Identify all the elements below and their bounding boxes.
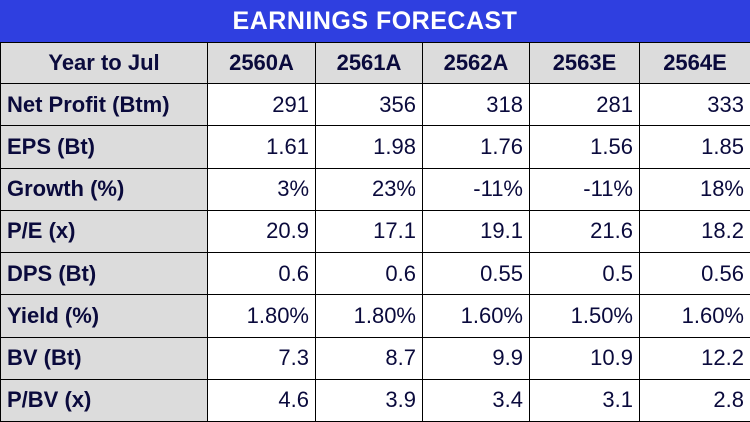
table-cell: 1.50%: [529, 294, 640, 338]
table-cell: -11%: [422, 167, 530, 211]
table-cell: 4.6: [207, 378, 316, 422]
table-cell: -11%: [529, 167, 640, 211]
table-cell: 3%: [207, 167, 316, 211]
table-cell: 23%: [315, 167, 423, 211]
table-cell: 1.98: [315, 125, 423, 169]
table-cell: 1.60%: [639, 294, 750, 338]
column-header: 2560A: [207, 42, 316, 84]
table-cell: 9.9: [422, 336, 530, 380]
table-cell: 0.56: [639, 251, 750, 296]
table-cell: 2.8: [639, 378, 750, 422]
table-cell: 333: [639, 82, 750, 127]
table-row: BV (Bt) 7.3 8.7 9.9 10.9 12.2: [0, 336, 750, 380]
table-row: P/BV (x) 4.6 3.9 3.4 3.1 2.8: [0, 378, 750, 422]
table-cell: 21.6: [529, 209, 640, 254]
table-cell: 1.61: [207, 125, 316, 169]
table-cell: 0.6: [315, 251, 423, 296]
row-label: EPS (Bt): [0, 125, 208, 169]
row-label: BV (Bt): [0, 336, 208, 380]
table-cell: 281: [529, 82, 640, 127]
table-row: DPS (Bt) 0.6 0.6 0.55 0.5 0.56: [0, 251, 750, 296]
table-cell: 1.80%: [207, 294, 316, 338]
table-row: Growth (%) 3% 23% -11% -11% 18%: [0, 167, 750, 211]
table-cell: 3.1: [529, 378, 640, 422]
table-cell: 12.2: [639, 336, 750, 380]
table-cell: 356: [315, 82, 423, 127]
row-label: Yield (%): [0, 294, 208, 338]
row-label: Net Profit (Btm): [0, 82, 208, 127]
table-title: EARNINGS FORECAST: [0, 0, 750, 42]
table-cell: 17.1: [315, 209, 423, 254]
table-row: Yield (%) 1.80% 1.80% 1.60% 1.50% 1.60%: [0, 294, 750, 338]
table-cell: 0.55: [422, 251, 530, 296]
row-label: DPS (Bt): [0, 251, 208, 296]
table-cell: 318: [422, 82, 530, 127]
table-row: Net Profit (Btm) 291 356 318 281 333: [0, 82, 750, 127]
table-cell: 7.3: [207, 336, 316, 380]
table-row: P/E (x) 20.9 17.1 19.1 21.6 18.2: [0, 209, 750, 254]
table-cell: 0.6: [207, 251, 316, 296]
column-header: Year to Jul: [0, 42, 208, 84]
table-cell: 0.5: [529, 251, 640, 296]
earnings-table: Year to Jul 2560A 2561A 2562A 2563E 2564…: [0, 42, 750, 422]
table-cell: 1.80%: [315, 294, 423, 338]
table-cell: 1.56: [529, 125, 640, 169]
table-cell: 1.85: [639, 125, 750, 169]
table-cell: 18%: [639, 167, 750, 211]
table-cell: 10.9: [529, 336, 640, 380]
table-row: EPS (Bt) 1.61 1.98 1.76 1.56 1.85: [0, 125, 750, 169]
table-cell: 1.76: [422, 125, 530, 169]
column-header: 2562A: [422, 42, 530, 84]
column-header: 2561A: [315, 42, 423, 84]
table-cell: 20.9: [207, 209, 316, 254]
row-label: P/BV (x): [0, 378, 208, 422]
table-cell: 8.7: [315, 336, 423, 380]
column-header: 2563E: [529, 42, 640, 84]
table-cell: 291: [207, 82, 316, 127]
column-header: 2564E: [639, 42, 750, 84]
row-label: P/E (x): [0, 209, 208, 254]
table-cell: 19.1: [422, 209, 530, 254]
table-cell: 1.60%: [422, 294, 530, 338]
header-row: Year to Jul 2560A 2561A 2562A 2563E 2564…: [0, 42, 750, 84]
row-label: Growth (%): [0, 167, 208, 211]
table-cell: 3.9: [315, 378, 423, 422]
table-cell: 18.2: [639, 209, 750, 254]
table-cell: 3.4: [422, 378, 530, 422]
